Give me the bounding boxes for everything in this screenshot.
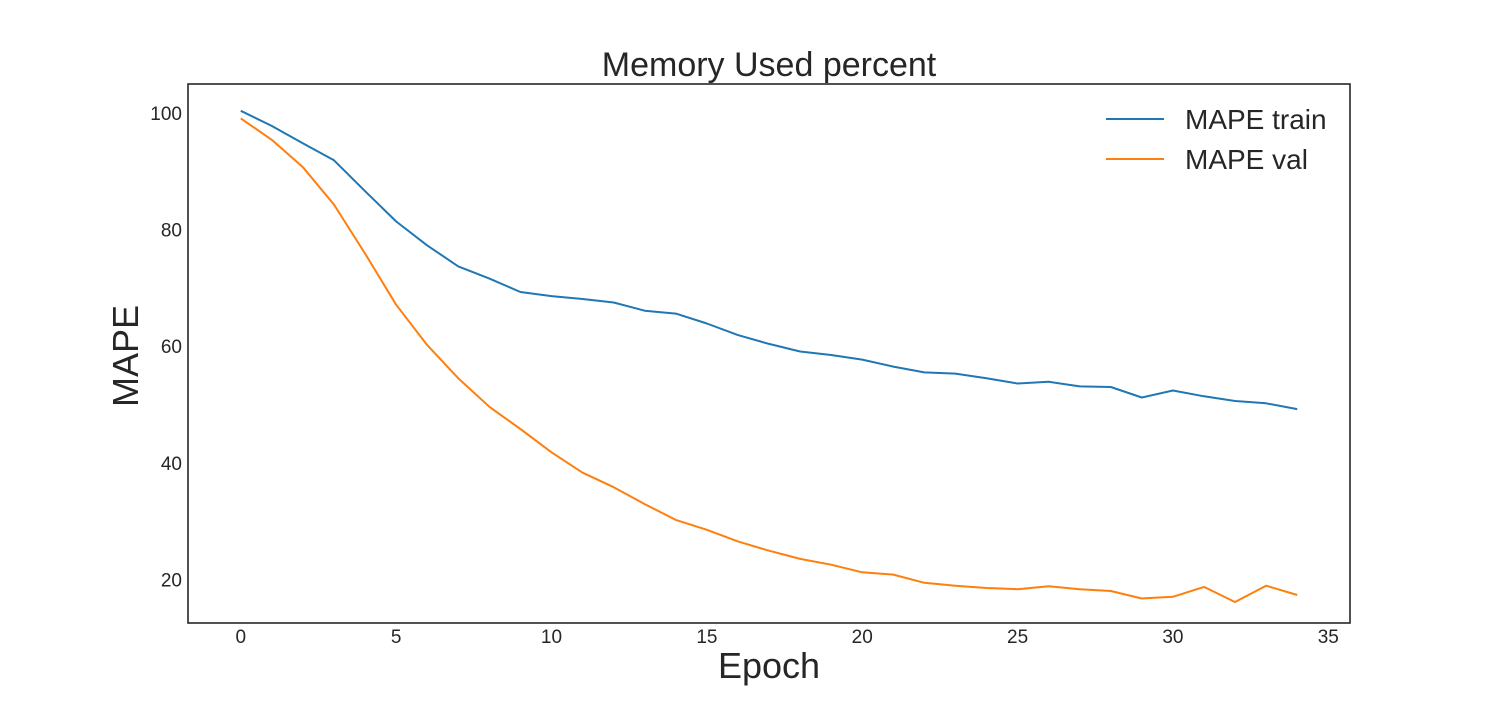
y-tick-label: 60: [161, 337, 182, 358]
y-tick-label: 80: [161, 221, 182, 242]
y-tick-label: 100: [150, 104, 182, 125]
y-tick-label: 20: [161, 570, 182, 591]
x-tick-label: 15: [696, 627, 717, 648]
plot-area: [187, 83, 1351, 624]
series-line-val: [240, 117, 1298, 603]
y-axis-title: MAPE: [105, 305, 146, 407]
x-axis-title: Epoch: [718, 645, 820, 686]
x-tick-label: 5: [391, 627, 402, 648]
chart-title: Memory Used percent: [602, 46, 937, 84]
y-tick-label: 40: [161, 454, 182, 475]
x-tick-label: 30: [1162, 627, 1183, 648]
x-tick-label: 25: [1007, 627, 1028, 648]
legend-label-val: MAPE val: [1185, 144, 1308, 175]
x-axis-ticks: 0 5 10 15 20 25 30 35: [236, 627, 1339, 648]
legend: MAPE train MAPE val: [1106, 104, 1327, 175]
x-tick-label: 0: [236, 627, 247, 648]
legend-label-train: MAPE train: [1185, 104, 1327, 135]
x-tick-label: 35: [1318, 627, 1339, 648]
x-tick-label: 20: [852, 627, 873, 648]
series-layer: [240, 109, 1298, 603]
series-line-train: [240, 109, 1298, 411]
y-axis-ticks: 20 40 60 80 100: [150, 104, 182, 591]
plot-frame: [187, 83, 1351, 624]
x-tick-label: 10: [541, 627, 562, 648]
